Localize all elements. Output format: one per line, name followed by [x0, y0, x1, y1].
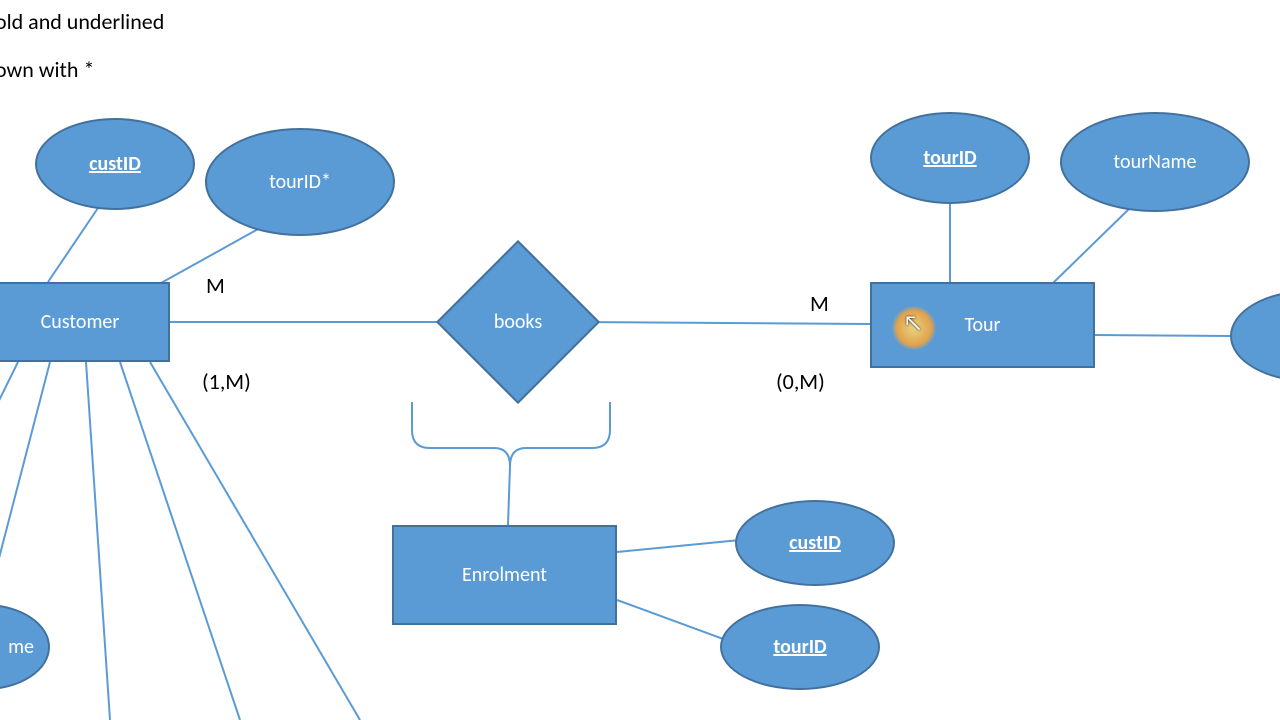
cardinality-m-right: M [810, 290, 829, 317]
attribute-enrol-tourid: tourID [720, 604, 880, 690]
entity-enrolment: Enrolment [392, 525, 617, 625]
attribute-tourid: tourID [870, 112, 1030, 204]
entity-customer-label: Customer [41, 310, 120, 334]
cardinality-m-left: M [206, 272, 225, 299]
attribute-tourid-fk-label: tourID* [269, 170, 331, 194]
attribute-tourname-label: tourName [1114, 150, 1197, 174]
entity-tour-label: Tour [965, 313, 1001, 337]
attribute-me-partial: me [0, 604, 50, 690]
legend-text-1: old and underlined [0, 8, 164, 35]
entity-customer: Customer [0, 282, 170, 362]
relationship-books: books [460, 264, 576, 380]
attribute-enrol-custid-label: custID [789, 531, 841, 555]
attribute-custid: custID [35, 118, 195, 210]
participation-0m: (0,M) [776, 368, 825, 395]
entity-enrolment-label: Enrolment [462, 563, 547, 587]
attribute-enrol-custid: custID [735, 500, 895, 586]
attribute-tourid-fk: tourID* [205, 128, 395, 236]
attribute-tourname: tourName [1060, 112, 1250, 212]
legend-text-2: own with * [0, 56, 94, 83]
attribute-custid-label: custID [89, 152, 141, 176]
attribute-me-partial-label: me [8, 635, 34, 659]
relationship-books-label: books [494, 310, 542, 334]
participation-1m: (1,M) [202, 368, 251, 395]
attribute-enrol-tourid-label: tourID [773, 635, 826, 659]
attribute-tour-right-partial [1230, 290, 1280, 382]
er-diagram-canvas: { "type": "er-diagram", "colors": { "sha… [0, 0, 1280, 720]
entity-tour: Tour [870, 282, 1095, 368]
attribute-tourid-label: tourID [923, 146, 976, 170]
